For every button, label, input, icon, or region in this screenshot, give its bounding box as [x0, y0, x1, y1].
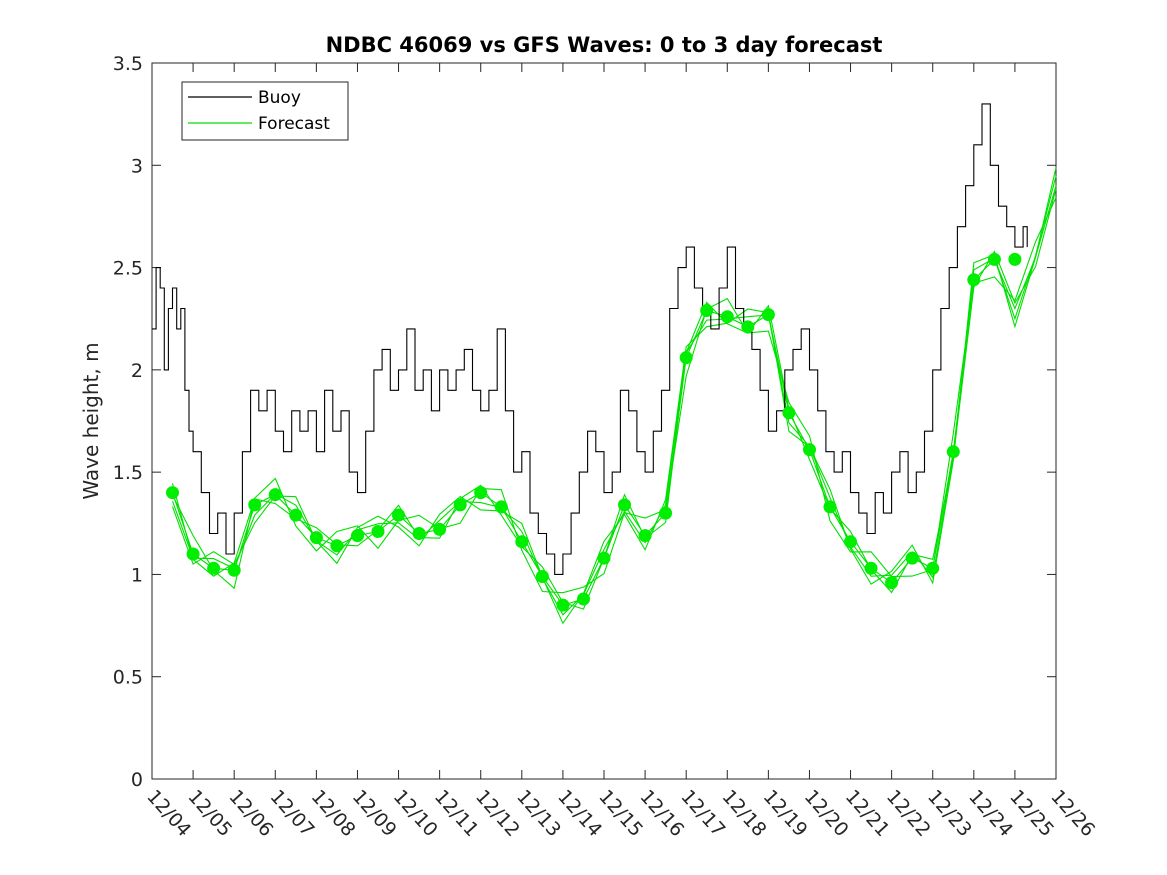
x-tick-label: 12/06: [224, 786, 277, 841]
forecast-marker: [248, 498, 262, 512]
forecast-marker: [946, 445, 960, 459]
y-tick-label: 2.5: [113, 258, 143, 280]
y-tick-label: 3.5: [113, 53, 143, 75]
legend-forecast-label: Forecast: [258, 114, 330, 134]
forecast-marker: [864, 561, 878, 575]
x-tick-label: 12/13: [512, 786, 565, 841]
x-tick-label: 12/17: [676, 786, 729, 841]
forecast-marker: [618, 498, 631, 512]
x-tick-label: 12/19: [759, 786, 812, 841]
x-tick-label: 12/20: [800, 786, 853, 841]
forecast-marker: [597, 551, 611, 565]
forecast-marker: [227, 563, 241, 577]
forecast-marker: [577, 592, 590, 606]
forecast-line: [172, 197, 1057, 594]
forecast-marker: [967, 273, 981, 287]
y-tick-label: 1.5: [113, 462, 143, 484]
forecast-marker: [453, 498, 467, 512]
forecast-marker: [1008, 252, 1022, 266]
x-tick-label: 12/26: [1046, 786, 1099, 841]
forecast-marker: [700, 304, 714, 317]
x-tick-label: 12/22: [882, 786, 935, 841]
y-axis-label: Wave height, m: [79, 342, 103, 499]
x-tick-label: 12/24: [964, 786, 1017, 841]
legend-box: [181, 81, 349, 141]
legend: Buoy Forecast: [181, 81, 349, 141]
x-tick-label: 12/25: [1005, 786, 1058, 841]
forecast-marker: [905, 551, 919, 565]
x-tick-label: 12/11: [430, 786, 483, 841]
legend-buoy-label: Buoy: [258, 88, 301, 108]
forecast-marker: [679, 351, 693, 365]
forecast-marker: [186, 547, 200, 561]
forecast-marker: [761, 308, 775, 322]
x-tick-label: 12/07: [266, 786, 319, 841]
x-tick-label: 12/23: [923, 786, 976, 841]
forecast-marker: [474, 486, 488, 500]
y-axis: 0 0.5 1 1.5 2 2.5 3 3.5: [113, 53, 1056, 791]
forecast-marker: [412, 527, 426, 540]
forecast-marker: [803, 443, 816, 457]
forecast-marker: [741, 320, 755, 334]
y-tick-label: 2: [131, 360, 143, 382]
forecast-marker: [659, 506, 673, 520]
y-tick-label: 0.5: [113, 667, 143, 689]
forecast-marker: [494, 500, 508, 514]
x-tick-label: 12/05: [183, 786, 236, 841]
x-tick-label: 12/14: [553, 786, 606, 841]
y-tick-label: 1: [131, 564, 143, 586]
forecast-marker: [309, 531, 323, 545]
x-tick-label: 12/12: [471, 786, 524, 841]
forecast-marker: [207, 561, 221, 575]
x-tick-label: 12/18: [718, 786, 771, 841]
y-tick-label: 3: [131, 155, 143, 177]
forecast-line: [171, 167, 1057, 625]
forecast-marker: [371, 525, 385, 538]
forecast-marker: [638, 529, 652, 543]
forecast-marker: [392, 508, 405, 522]
forecast-marker: [885, 576, 899, 590]
y-tick-label: 0: [131, 769, 143, 791]
x-tick-label: 12/21: [841, 786, 894, 841]
forecast-marker: [823, 500, 837, 514]
forecast-marker: [351, 529, 364, 543]
x-tick-label: 12/15: [594, 786, 647, 841]
forecast-marker: [166, 486, 179, 500]
forecast-marker: [987, 252, 1001, 266]
buoy-line: [152, 103, 1028, 575]
x-tick-label: 12/16: [635, 786, 688, 841]
plot-area: [151, 62, 1057, 780]
forecast-marker: [926, 561, 940, 575]
forecast-marker: [289, 508, 303, 522]
x-tick-label: 12/09: [348, 786, 401, 841]
forecast-marker: [556, 598, 570, 612]
x-tick-label: 12/04: [142, 786, 195, 841]
x-tick-label: 12/10: [389, 786, 442, 841]
forecast-marker: [782, 406, 796, 420]
x-tick-label: 12/08: [307, 786, 360, 841]
forecast-marker: [844, 535, 857, 549]
forecast-markers: [166, 252, 1022, 612]
forecast-marker: [720, 310, 734, 324]
forecast-marker: [268, 488, 282, 502]
forecast-marker: [433, 522, 447, 536]
forecast-marker: [330, 539, 344, 553]
chart-title: NDBC 46069 vs GFS Waves: 0 to 3 day fore…: [326, 33, 883, 57]
forecast-marker: [535, 570, 549, 583]
forecast-marker: [515, 535, 529, 549]
